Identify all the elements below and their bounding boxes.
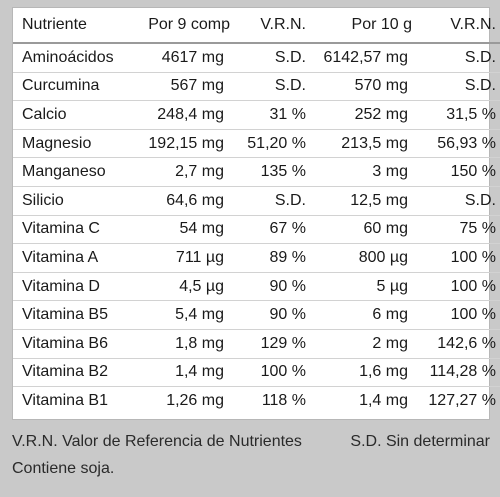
vrn-per-9-comp: 90 % bbox=[234, 300, 312, 330]
footer-legend: V.R.N. Valor de Referencia de Nutrientes… bbox=[12, 433, 490, 451]
amount-per-10-g: 570 mg bbox=[312, 72, 418, 102]
header-vrn-2: V.R.N. bbox=[418, 8, 500, 44]
amount-per-9-comp: 248,4 mg bbox=[134, 100, 234, 130]
amount-per-10-g: 3 mg bbox=[312, 157, 418, 187]
table-row: Silicio 64,6 mg S.D. 12,5 mg S.D. bbox=[13, 186, 500, 216]
nutrient-name: Vitamina B5 bbox=[13, 300, 134, 330]
nutrient-name: Vitamina B2 bbox=[13, 358, 134, 388]
vrn-per-10-g: 100 % bbox=[418, 272, 500, 302]
amount-per-10-g: 252 mg bbox=[312, 100, 418, 130]
vrn-per-9-comp: 135 % bbox=[234, 157, 312, 187]
nutrient-name: Vitamina C bbox=[13, 215, 134, 245]
sd-note: S.D. Sin determinar bbox=[350, 433, 490, 450]
amount-per-9-comp: 4617 mg bbox=[134, 43, 234, 73]
nutrient-name: Curcumina bbox=[13, 72, 134, 102]
nutrition-table: Nutriente Por 9 comp V.R.N. Por 10 g V.R… bbox=[13, 8, 500, 415]
vrn-per-9-comp: 129 % bbox=[234, 329, 312, 359]
nutrient-name: Vitamina B6 bbox=[13, 329, 134, 359]
amount-per-10-g: 6142,57 mg bbox=[312, 43, 418, 73]
amount-per-10-g: 1,4 mg bbox=[359, 391, 408, 409]
table-row: Manganeso 2,7 mg 135 % 3 mg 150 % bbox=[13, 157, 500, 187]
vrn-per-10-g: S.D. bbox=[418, 43, 500, 73]
amount-per-9-comp: 567 mg bbox=[134, 72, 234, 102]
nutrient-name: Vitamina D bbox=[13, 272, 134, 302]
amount-per-9-comp: 192,15 mg bbox=[134, 129, 234, 159]
vrn-per-10-g: 127,27 % bbox=[428, 391, 496, 409]
amount-per-10-g: 213,5 mg bbox=[312, 129, 418, 159]
header-nutriente: Nutriente bbox=[13, 8, 134, 44]
nutrient-name: Vitamina A bbox=[13, 243, 134, 273]
table-row: Vitamina B6 1,8 mg 129 % 2 mg 142,6 % bbox=[13, 329, 500, 359]
vrn-per-9-comp: S.D. bbox=[234, 72, 312, 102]
vrn-per-9-comp: 100 % bbox=[234, 358, 312, 388]
vrn-per-10-g: S.D. bbox=[418, 186, 500, 216]
nutrient-name: Calcio bbox=[13, 100, 134, 130]
amount-per-10-g: 800 µg bbox=[312, 243, 418, 273]
amount-per-9-comp: 1,4 mg bbox=[134, 358, 234, 388]
vrn-per-9-comp: 89 % bbox=[234, 243, 312, 273]
nutrient-name: Aminoácidos bbox=[13, 43, 134, 73]
vrn-per-10-g: 100 % bbox=[418, 243, 500, 273]
vrn-per-10-g: S.D. bbox=[418, 72, 500, 102]
amount-per-10-g: 2 mg bbox=[312, 329, 418, 359]
amount-per-9-comp: 711 µg bbox=[134, 243, 234, 273]
vrn-per-9-comp: 31 % bbox=[234, 100, 312, 130]
amount-per-9-comp: 5,4 mg bbox=[134, 300, 234, 330]
amount-per-9-comp: 4,5 µg bbox=[134, 272, 234, 302]
amount-per-9-comp: 64,6 mg bbox=[134, 186, 234, 216]
amount-per-10-g: 5 µg bbox=[312, 272, 418, 302]
table-row: Vitamina A 711 µg 89 % 800 µg 100 % bbox=[13, 243, 500, 273]
table-row: Curcumina 567 mg S.D. 570 mg S.D. bbox=[13, 72, 500, 102]
amount-per-9-comp: 2,7 mg bbox=[134, 157, 234, 187]
amount-per-9-comp: 1,26 mg bbox=[166, 391, 224, 409]
nutrient-name: Silicio bbox=[13, 186, 134, 216]
table-row: Vitamina C 54 mg 67 % 60 mg 75 % bbox=[13, 215, 500, 245]
vrn-per-10-g: 150 % bbox=[418, 157, 500, 187]
nutrient-name: Magnesio bbox=[13, 129, 134, 159]
vrn-per-10-g: 100 % bbox=[418, 300, 500, 330]
vrn-note: V.R.N. Valor de Referencia de Nutrientes bbox=[12, 433, 302, 450]
table-row: Calcio 248,4 mg 31 % 252 mg 31,5 % bbox=[13, 100, 500, 130]
table-row: Vitamina B5 5,4 mg 90 % 6 mg 100 % bbox=[13, 300, 500, 330]
table-row: Vitamina D 4,5 µg 90 % 5 µg 100 % bbox=[13, 272, 500, 302]
nutrient-name: Vitamina B1 bbox=[22, 391, 108, 409]
header-por-10-g: Por 10 g bbox=[312, 8, 418, 44]
amount-per-10-g: 12,5 mg bbox=[312, 186, 418, 216]
vrn-per-9-comp: 51,20 % bbox=[234, 129, 312, 159]
vrn-per-10-g: 56,93 % bbox=[418, 129, 500, 159]
table-row: Vitamina B1 1,26 mg 118 % 1,4 mg 127,27 % bbox=[13, 387, 500, 415]
table-header-row: Nutriente Por 9 comp V.R.N. Por 10 g V.R… bbox=[13, 8, 500, 44]
nutrient-name: Manganeso bbox=[13, 157, 134, 187]
header-vrn-1: V.R.N. bbox=[234, 8, 312, 44]
table-row: Magnesio 192,15 mg 51,20 % 213,5 mg 56,93 % bbox=[13, 129, 500, 159]
amount-per-9-comp: 1,8 mg bbox=[134, 329, 234, 359]
nutrition-table-panel: Nutriente Por 9 comp V.R.N. Por 10 g V.R… bbox=[12, 7, 500, 420]
table-row: Vitamina B2 1,4 mg 100 % 1,6 mg 114,28 % bbox=[13, 358, 500, 388]
amount-per-10-g: 60 mg bbox=[312, 215, 418, 245]
amount-per-10-g: 1,6 mg bbox=[312, 358, 418, 388]
vrn-per-9-comp: S.D. bbox=[234, 186, 312, 216]
header-por-9-comp: Por 9 comp bbox=[134, 8, 234, 44]
amount-per-10-g: 6 mg bbox=[312, 300, 418, 330]
vrn-per-9-comp: 118 % bbox=[261, 391, 306, 409]
vrn-per-10-g: 31,5 % bbox=[418, 100, 500, 130]
table-row: Aminoácidos 4617 mg S.D. 6142,57 mg S.D. bbox=[13, 43, 500, 73]
allergen-note: Contiene soja. bbox=[12, 460, 115, 477]
vrn-per-10-g: 114,28 % bbox=[418, 358, 500, 388]
vrn-per-9-comp: S.D. bbox=[234, 43, 312, 73]
vrn-per-10-g: 75 % bbox=[418, 215, 500, 245]
vrn-per-9-comp: 90 % bbox=[234, 272, 312, 302]
vrn-per-10-g: 142,6 % bbox=[418, 329, 500, 359]
amount-per-9-comp: 54 mg bbox=[134, 215, 234, 245]
vrn-per-9-comp: 67 % bbox=[234, 215, 312, 245]
